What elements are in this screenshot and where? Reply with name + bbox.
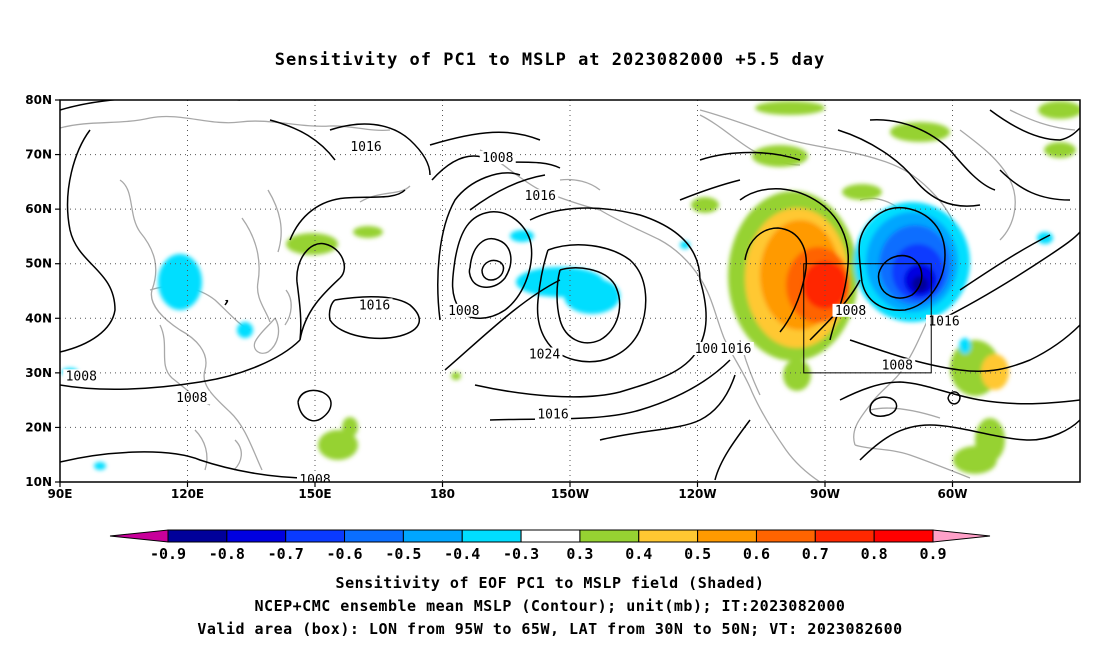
lat-tick-label: 50N — [25, 257, 52, 271]
lon-tick-label: 120E — [171, 487, 204, 501]
lon-tick-label: 90E — [48, 487, 73, 501]
colorbar-tick-label: 0.3 — [566, 545, 593, 563]
contour-label: 1008 — [835, 304, 866, 319]
contour-label-bg — [445, 303, 482, 317]
contour-label: 1024 — [529, 347, 560, 362]
contour-label: 1008 — [882, 358, 913, 373]
mslp-contours — [60, 100, 1080, 481]
contour-label: 1008 — [299, 473, 330, 488]
colorbar-swatch — [638, 529, 699, 543]
colorbar-swatch — [520, 529, 581, 543]
contour-label: 1016 — [350, 140, 381, 155]
colorbar-swatch — [344, 529, 404, 543]
contour-label-bg — [356, 298, 393, 312]
contour-label-bg — [535, 407, 571, 421]
contour-label-bg — [926, 314, 962, 328]
contour-label: 1016 — [359, 298, 390, 313]
lat-tick-label: 40N — [25, 311, 52, 325]
lon-tick-label: 120W — [678, 487, 716, 501]
contour-label: 1008 — [66, 369, 97, 384]
colorbar-tick-label: -0.9 — [150, 545, 186, 563]
contour-label-bg — [297, 473, 333, 482]
lat-tick-label: 80N — [25, 93, 52, 107]
lat-tick-label: 20N — [25, 420, 52, 434]
colorbar-tick-label: 0.8 — [861, 545, 888, 563]
valid-area-box — [803, 263, 932, 374]
contour-label: 1016 — [720, 342, 751, 357]
colorbar-tick-label: -0.8 — [209, 545, 245, 563]
colorbar-tick-label: 0.4 — [625, 545, 652, 563]
lon-tick-label: 60W — [938, 487, 968, 501]
colorbar-swatch — [226, 529, 287, 543]
contour-label-bg — [348, 140, 384, 154]
contour-label-bg — [717, 342, 754, 356]
contour-labels: 1016 1008 1016 1016 1008 1024 1016 1008 1008 1008… — [63, 140, 962, 488]
lat-tick-label: 30N — [25, 366, 52, 380]
lon-tick-label: 150W — [551, 487, 589, 501]
contour-label: 1008 — [448, 304, 479, 319]
contour-label: 1008 — [482, 151, 513, 166]
colorbar-swatch — [755, 529, 816, 543]
colorbar-high-triangle — [932, 529, 991, 543]
colorbar-swatch — [285, 529, 346, 543]
contour-label: 1016 — [525, 189, 556, 204]
colorbar-swatch — [873, 529, 934, 543]
colorbar-swatch — [167, 529, 228, 543]
footer-line-shading: Sensitivity of EOF PC1 to MSLP field (Sh… — [335, 574, 765, 592]
lon-tick-label: 150E — [298, 487, 331, 501]
lon-tick-label: 180 — [430, 487, 455, 501]
contour-label-bg — [522, 189, 559, 203]
colorbar-tick-label: -0.5 — [385, 545, 421, 563]
contour-label: 1016 — [537, 408, 568, 423]
contour-label-bg — [832, 303, 869, 317]
colorbar-tick-label: -0.3 — [503, 545, 539, 563]
footer-line-valid-area: Valid area (box): LON from 95W to 65W, L… — [197, 620, 903, 638]
plot-title: Sensitivity of PC1 to MSLP at 2023082000… — [274, 50, 826, 70]
colorbar-tick-label: 0.9 — [919, 545, 946, 563]
contour-label-bg — [173, 391, 210, 405]
colorbar-low-triangle — [109, 529, 169, 543]
footer-line-contour: NCEP+CMC ensemble mean MSLP (Contour); u… — [254, 597, 846, 615]
colorbar-tick-label: 0.6 — [743, 545, 770, 563]
colorbar-tick-label: -0.7 — [268, 545, 304, 563]
contour-label: 1016 — [928, 315, 959, 330]
colorbar: -0.9 -0.8 -0.7 -0.6 -0.5 -0.4 -0.3 0.3 0.4 0.5 0.6… — [109, 529, 991, 563]
colorbar-tick-label: 0.5 — [684, 545, 711, 563]
contour-label-bg — [479, 151, 516, 165]
lat-tick-label: 70N — [25, 148, 52, 162]
colorbar-swatch — [697, 529, 757, 543]
contour-label-bg — [526, 347, 563, 361]
lat-tick-label: 60N — [25, 202, 52, 216]
colorbar-tick-label: -0.6 — [326, 545, 362, 563]
contour-label-bg — [879, 358, 916, 372]
colorbar-tick-label: -0.4 — [444, 545, 480, 563]
colorbar-swatch — [579, 529, 640, 543]
lon-tick-label: 90W — [810, 487, 840, 501]
contour-label-bg — [63, 369, 100, 383]
colorbar-tick-label: 0.7 — [802, 545, 829, 563]
contour-label: 1008 — [176, 391, 207, 406]
lat-tick-label: 10N — [25, 475, 52, 489]
colorbar-swatch — [814, 529, 875, 543]
colorbar-swatch — [402, 529, 463, 543]
colorbar-swatch — [461, 529, 522, 543]
